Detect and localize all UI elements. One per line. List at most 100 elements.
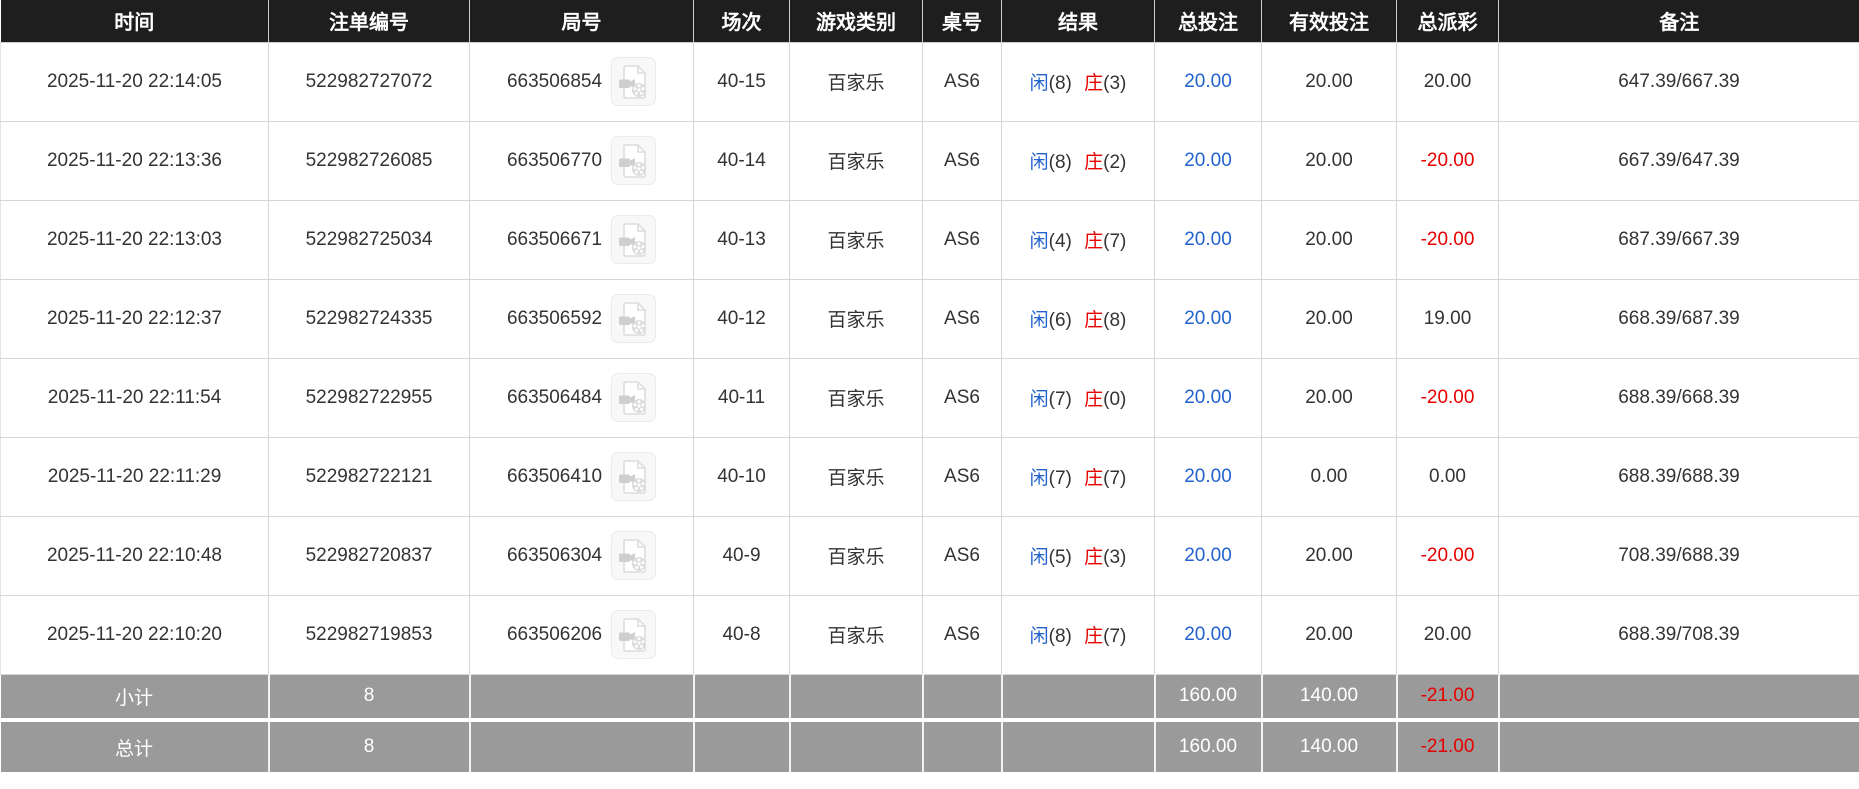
cell-bet-id: 522982725034 [268, 199, 470, 280]
table-row: 2025-11-20 22:11:29 522982722121 6635064… [0, 436, 1859, 517]
result-player-label: 闲 [1029, 389, 1049, 410]
column-header-payout: 总派彩 [1396, 0, 1499, 43]
column-header-total_bet: 总投注 [1154, 0, 1262, 43]
result-banker-num: (7) [1103, 626, 1127, 647]
result-banker-label: 庄 [1084, 547, 1104, 568]
cell-table-no: AS6 [922, 120, 1002, 201]
cell-session: 40-15 [693, 41, 790, 122]
cell-payout: -20.00 [1396, 120, 1499, 201]
cell-remark: 647.39/667.39 [1498, 41, 1859, 122]
cell-total-bet: 20.00 [1154, 278, 1262, 359]
result-banker-label: 庄 [1084, 73, 1104, 94]
cell-bet-id: 522982727072 [268, 41, 470, 122]
summary-empty-cell [921, 718, 1003, 772]
cell-valid-bet: 20.00 [1261, 515, 1397, 596]
result-player-num: (8) [1048, 73, 1072, 94]
cell-payout: -20.00 [1396, 199, 1499, 280]
summary-payout: -21.00 [1395, 718, 1500, 772]
column-header-table_no: 桌号 [922, 0, 1002, 43]
cell-total-bet: 20.00 [1154, 199, 1262, 280]
cell-total-bet: 20.00 [1154, 357, 1262, 438]
cell-bet-id: 522982724335 [268, 278, 470, 359]
result-banker-num: (3) [1103, 73, 1127, 94]
result-player-num: (8) [1048, 626, 1072, 647]
cell-bet-id: 522982719853 [268, 594, 470, 675]
video-replay-button[interactable] [611, 452, 657, 501]
round-id-text: 663506484 [506, 386, 603, 408]
cell-round-id: 663506770 [469, 120, 694, 201]
cell-time: 2025-11-20 22:13:36 [0, 120, 269, 201]
summary-row: 小计 8 160.00 140.00 -21.00 [0, 673, 1859, 720]
cell-total-bet: 20.00 [1154, 594, 1262, 675]
round-id-text: 663506592 [506, 307, 603, 329]
table-row: 2025-11-20 22:13:03 522982725034 6635066… [0, 199, 1859, 280]
cell-bet-id: 522982726085 [268, 120, 470, 201]
video-replay-button[interactable] [611, 610, 657, 659]
summary-payout: -21.00 [1395, 673, 1500, 720]
cell-table-no: AS6 [922, 41, 1002, 122]
round-id-text: 663506671 [506, 228, 603, 250]
cell-total-bet: 20.00 [1154, 515, 1262, 596]
table-body: 2025-11-20 22:14:05 522982727072 6635068… [0, 41, 1859, 772]
result-banker-label: 庄 [1084, 468, 1104, 489]
summary-remark [1497, 673, 1859, 720]
summary-empty-cell [921, 673, 1003, 720]
header-row: 时间 注单编号 局号 场次 游戏类别 桌号 结果 总投注 有效投注 总派彩 备注 [0, 0, 1859, 43]
table-row: 2025-11-20 22:13:36 522982726085 6635067… [0, 120, 1859, 201]
summary-empty-cell [468, 673, 695, 720]
cell-session: 40-13 [693, 199, 790, 280]
video-file-icon [618, 143, 646, 178]
cell-session: 40-8 [693, 594, 790, 675]
cell-total-bet: 20.00 [1154, 436, 1262, 517]
cell-valid-bet: 20.00 [1261, 357, 1397, 438]
result-banker-label: 庄 [1084, 626, 1104, 647]
result-player-num: (8) [1048, 152, 1072, 173]
round-id-text: 663506304 [506, 544, 603, 566]
result-banker-label: 庄 [1084, 231, 1104, 252]
cell-game-type: 百家乐 [789, 199, 923, 280]
video-file-icon [618, 64, 646, 99]
cell-result: 闲(6) 庄(8) [1001, 278, 1155, 359]
video-replay-button[interactable] [611, 215, 657, 264]
cell-round-id: 663506206 [469, 594, 694, 675]
cell-payout: 20.00 [1396, 594, 1499, 675]
cell-game-type: 百家乐 [789, 357, 923, 438]
column-header-remark: 备注 [1498, 0, 1859, 43]
cell-round-id: 663506410 [469, 436, 694, 517]
table-row: 2025-11-20 22:11:54 522982722955 6635064… [0, 357, 1859, 438]
cell-result: 闲(7) 庄(7) [1001, 436, 1155, 517]
cell-table-no: AS6 [922, 594, 1002, 675]
round-id-text: 663506854 [506, 70, 603, 92]
cell-payout: -20.00 [1396, 357, 1499, 438]
video-file-icon [618, 380, 646, 415]
cell-time: 2025-11-20 22:10:20 [0, 594, 269, 675]
cell-time: 2025-11-20 22:11:29 [0, 436, 269, 517]
round-id-text: 663506206 [506, 623, 603, 645]
cell-game-type: 百家乐 [789, 436, 923, 517]
cell-session: 40-11 [693, 357, 790, 438]
cell-session: 40-10 [693, 436, 790, 517]
cell-game-type: 百家乐 [789, 594, 923, 675]
cell-game-type: 百家乐 [789, 515, 923, 596]
cell-round-id: 663506854 [469, 41, 694, 122]
result-player-num: (5) [1048, 547, 1072, 568]
video-replay-button[interactable] [611, 531, 657, 580]
cell-remark: 688.39/688.39 [1498, 436, 1859, 517]
column-header-result: 结果 [1001, 0, 1155, 43]
cell-time: 2025-11-20 22:11:54 [0, 357, 269, 438]
video-replay-button[interactable] [611, 294, 657, 343]
result-banker-num: (8) [1103, 310, 1127, 331]
cell-round-id: 663506304 [469, 515, 694, 596]
video-replay-button[interactable] [611, 136, 657, 185]
summary-empty-cell [788, 673, 924, 720]
cell-round-id: 663506671 [469, 199, 694, 280]
video-replay-button[interactable] [611, 57, 657, 106]
cell-time: 2025-11-20 22:10:48 [0, 515, 269, 596]
video-replay-button[interactable] [611, 373, 657, 422]
summary-valid-bet: 140.00 [1260, 718, 1398, 772]
cell-result: 闲(8) 庄(2) [1001, 120, 1155, 201]
summary-empty-cell [692, 718, 791, 772]
table-row: 2025-11-20 22:10:48 522982720837 6635063… [0, 515, 1859, 596]
summary-empty-cell [1000, 718, 1156, 772]
cell-result: 闲(8) 庄(7) [1001, 594, 1155, 675]
